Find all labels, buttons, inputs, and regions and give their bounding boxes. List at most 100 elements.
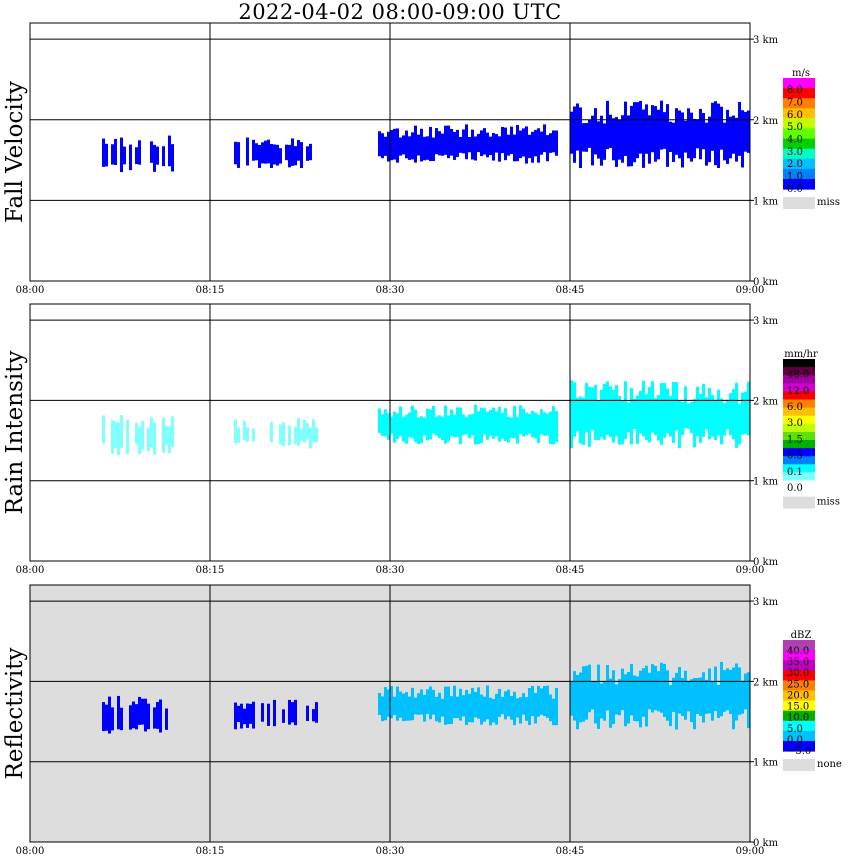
echo-column <box>378 408 381 433</box>
echo-column <box>513 691 516 726</box>
echo-column <box>432 406 435 434</box>
echo-column <box>747 110 750 153</box>
legend-label: 5.0 <box>787 724 803 735</box>
legend-swatch <box>783 680 815 691</box>
echo-column <box>735 382 738 448</box>
legend-swatch <box>783 391 815 400</box>
echo-column <box>459 136 462 153</box>
echo-column <box>507 689 510 717</box>
echo-column <box>603 123 606 160</box>
echo-column <box>459 688 462 721</box>
echo-column <box>594 681 597 724</box>
echo-column <box>738 101 741 156</box>
echo-column <box>282 422 285 447</box>
legend-swatch <box>783 148 815 160</box>
echo-column <box>105 143 108 167</box>
echo-column <box>252 139 255 161</box>
echo-column <box>702 672 705 723</box>
echo-column <box>147 427 150 452</box>
echo-column <box>279 424 282 445</box>
echo-column <box>456 696 459 719</box>
echo-column <box>162 146 165 167</box>
echo-column <box>243 708 246 725</box>
legend-label: 0.0 <box>787 483 803 494</box>
echo-column <box>489 697 492 726</box>
echo-column <box>528 688 531 726</box>
echo-column <box>492 407 495 439</box>
echo-column <box>417 417 420 444</box>
echo-column <box>741 110 744 168</box>
echo-column <box>378 131 381 157</box>
echo-column <box>420 689 423 715</box>
echo-column <box>555 130 558 156</box>
echo-column <box>438 692 441 723</box>
x-tick-label: 08:15 <box>196 846 225 857</box>
echo-column <box>666 104 669 167</box>
echo-column <box>306 705 309 721</box>
echo-column <box>642 380 645 437</box>
echo-column <box>702 112 705 150</box>
echo-column <box>747 381 750 436</box>
echo-column <box>618 395 621 445</box>
echo-column <box>270 144 273 168</box>
echo-column <box>696 119 699 149</box>
echo-column <box>699 677 702 716</box>
legend-label: 15.0 <box>787 702 809 713</box>
echo-column <box>171 144 174 172</box>
echo-column <box>135 704 138 730</box>
legend-label: 30.0 <box>787 668 809 679</box>
echo-column <box>690 112 693 162</box>
echo-column <box>711 681 714 721</box>
echo-column <box>381 133 384 159</box>
echo-column <box>732 115 735 154</box>
echo-column <box>396 413 399 439</box>
echo-column <box>519 130 522 159</box>
echo-column <box>462 129 465 154</box>
echo-column <box>501 696 504 715</box>
echo-column <box>660 383 663 445</box>
echo-column <box>651 105 654 153</box>
x-tick-label: 08:30 <box>376 846 405 857</box>
echo-column <box>648 672 651 710</box>
echo-column <box>288 144 291 168</box>
echo-column <box>246 703 249 728</box>
echo-column <box>294 146 297 166</box>
y-tick-label: 3 km <box>753 597 779 608</box>
legend-label: 0.5 <box>787 451 803 462</box>
echo-column <box>690 401 693 434</box>
echo-column <box>153 422 156 455</box>
echo-column <box>441 416 444 441</box>
echo-column <box>456 129 459 157</box>
echo-column <box>687 403 690 429</box>
echo-column <box>660 100 663 150</box>
echo-column <box>246 137 249 166</box>
echo-column <box>543 412 546 436</box>
echo-column <box>636 676 639 722</box>
echo-region <box>102 695 168 734</box>
echo-region <box>570 661 750 730</box>
echo-column <box>537 128 540 163</box>
echo-column <box>384 136 387 156</box>
echo-column <box>510 417 513 439</box>
legend-swatch <box>783 399 815 409</box>
echo-column <box>612 118 615 161</box>
echo-column <box>495 134 498 153</box>
echo-column <box>732 667 735 730</box>
echo-column <box>402 417 405 442</box>
echo-column <box>672 122 675 162</box>
y-tick-label: 2 km <box>753 677 779 688</box>
echo-column <box>687 681 690 712</box>
echo-column <box>570 682 573 716</box>
echo-column <box>279 148 282 164</box>
echo-column <box>711 102 714 151</box>
echo-column <box>633 102 636 163</box>
echo-column <box>450 696 453 725</box>
echo-column <box>468 414 471 439</box>
echo-column <box>117 422 120 455</box>
echo-column <box>120 137 123 173</box>
echo-column <box>612 389 615 443</box>
echo-column <box>420 128 423 162</box>
echo-column <box>387 413 390 440</box>
echo-column <box>630 388 633 445</box>
echo-column <box>483 128 486 155</box>
